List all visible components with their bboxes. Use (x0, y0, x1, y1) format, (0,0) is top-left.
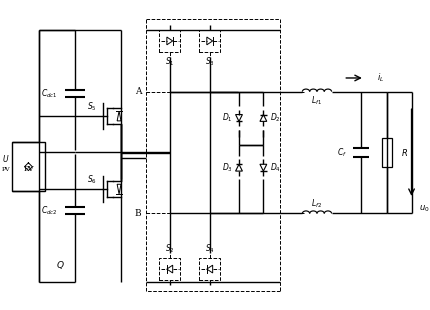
Bar (12, 142, 45, 191)
Text: $D_1$: $D_1$ (222, 112, 233, 124)
Bar (159, 30, 181, 52)
Text: $D_2$: $D_2$ (270, 112, 280, 124)
Text: $Q$: $Q$ (56, 259, 65, 271)
Text: $C_{dc1}$: $C_{dc1}$ (41, 87, 58, 100)
Bar (199, 258, 221, 280)
Text: $S_4$: $S_4$ (205, 242, 215, 255)
Text: $i_L$: $i_L$ (377, 72, 384, 84)
Text: B: B (135, 209, 141, 218)
Text: A: A (135, 87, 141, 96)
Text: $L_{f1}$: $L_{f1}$ (311, 94, 322, 107)
Text: PV: PV (23, 165, 34, 173)
Text: $u_0$: $u_0$ (419, 203, 430, 214)
Text: $S_6$: $S_6$ (87, 173, 97, 186)
Bar (382, 138, 392, 167)
Text: $U$: $U$ (3, 153, 10, 164)
Text: $S_2$: $S_2$ (165, 242, 175, 255)
Text: $C_f$: $C_f$ (337, 146, 347, 159)
Text: PV: PV (1, 167, 10, 172)
Text: $R$: $R$ (401, 147, 408, 158)
Text: $D_3$: $D_3$ (222, 162, 233, 174)
Text: $S_1$: $S_1$ (165, 55, 175, 68)
Text: $D_4$: $D_4$ (270, 162, 280, 174)
Text: $L_{f2}$: $L_{f2}$ (311, 197, 322, 210)
Text: $S_5$: $S_5$ (87, 100, 97, 113)
Text: $S_3$: $S_3$ (205, 55, 215, 68)
Bar (159, 258, 181, 280)
Bar (199, 30, 221, 52)
Text: $C_{dc2}$: $C_{dc2}$ (41, 204, 58, 217)
